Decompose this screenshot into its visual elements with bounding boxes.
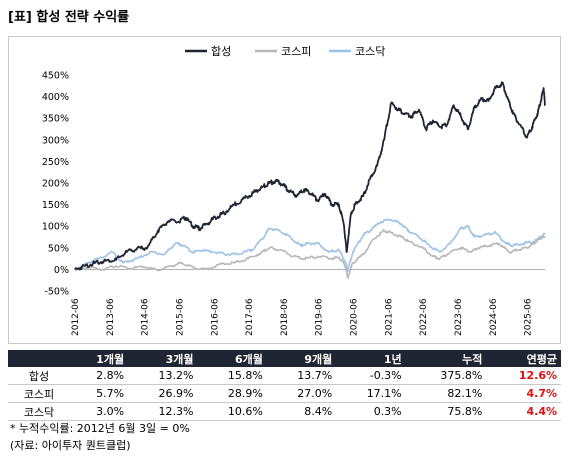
table-cell: 0.3% (336, 402, 406, 421)
x-tick-label: 2019-06 (315, 298, 325, 336)
x-tick-label: 2024-06 (489, 298, 499, 336)
x-tick-label: 2017-06 (245, 298, 255, 336)
chart-legend: 합성 코스피 코스닥 (185, 45, 385, 58)
table-cell: 3.0% (70, 402, 129, 421)
row-label: 합성 (8, 367, 70, 385)
table-cell: 13.2% (128, 367, 198, 385)
x-tick-label: 2016-06 (210, 298, 220, 336)
table-cell: 13.7% (266, 367, 337, 385)
legend-label: 코스피 (281, 45, 311, 58)
y-tick-label: 50% (48, 243, 69, 254)
y-tick-label: 250% (42, 157, 69, 168)
table-cell: 5.7% (70, 384, 129, 403)
table-cell: 82.1% (405, 384, 487, 403)
table-cell: 10.6% (197, 402, 267, 421)
table-cell: 28.9% (197, 384, 267, 403)
x-tick-label: 2018-06 (280, 298, 290, 336)
column-header: 9개월 (266, 350, 337, 367)
chart-panel: 합성 코스피 코스닥 -50% 0% 50% 100% 150% 200% 250% 300% 35… (8, 36, 561, 344)
basis-note: * 누적수익률: 2012년 6월 3일 = 0% (10, 422, 190, 435)
x-axis: 2012-06 2013-06 2014-06 2015-06 2016-06 2017-… (71, 268, 545, 336)
table-cell: 12.3% (128, 402, 198, 421)
chart-title: [표] 합성 전략 수익률 (8, 10, 130, 25)
y-tick-label: 150% (42, 200, 69, 211)
cagr-cell: 4.7% (486, 384, 561, 403)
table-cell: 17.1% (336, 384, 406, 403)
series-line-kospi (74, 229, 546, 279)
y-tick-label: 350% (42, 114, 69, 125)
y-tick-label: 450% (42, 71, 69, 82)
column-header: 1년 (336, 350, 406, 367)
y-tick-label: 400% (42, 92, 69, 103)
table-cell: 15.8% (197, 367, 267, 385)
x-tick-label: 2021-06 (384, 298, 394, 336)
x-tick-label: 2013-06 (106, 298, 116, 336)
legend-label: 코스닥 (355, 45, 385, 58)
x-tick-label: 2022-06 (419, 298, 429, 336)
x-tick-label: 2025-06 (524, 298, 534, 336)
column-header: 누적 (405, 350, 487, 367)
column-header: 6개월 (197, 350, 267, 367)
table-cell: 27.0% (266, 384, 337, 403)
y-axis: -50% 0% 50% 100% 150% 200% 250% 300% 350% 400% 450… (42, 71, 69, 298)
source-note: (자료: 아이투자 퀀트클럽) (10, 439, 131, 452)
table-header-row: 1개월 3개월 6개월 9개월 1년 누적 연평균 (8, 350, 561, 367)
y-tick-label: -50% (44, 287, 69, 298)
table-row: 코스피 5.7% 26.9% 28.9% 27.0% 17.1% 82.1% 4.7% (8, 384, 561, 403)
table-cell: 375.8% (405, 367, 487, 385)
cagr-cell: 4.4% (486, 402, 561, 421)
series-lines (74, 81, 546, 279)
table-cell: -0.3% (336, 367, 406, 385)
x-tick-label: 2012-06 (71, 298, 81, 336)
table-cell: 26.9% (128, 384, 198, 403)
x-tick-label: 2015-06 (175, 298, 185, 336)
table-cell: 2.8% (70, 367, 129, 385)
line-chart: 합성 코스피 코스닥 -50% 0% 50% 100% 150% 200% 250% 300% 35… (42, 45, 546, 336)
series-line-kosdaq (74, 218, 546, 273)
performance-table: 1개월 3개월 6개월 9개월 1년 누적 연평균 합성 2.8% 13.2% 15.8% 13.7… (8, 350, 561, 421)
column-header: 3개월 (128, 350, 198, 367)
column-header: 1개월 (70, 350, 129, 367)
header-blank-cell (8, 350, 70, 367)
legend-label: 합성 (211, 45, 231, 58)
table-cell: 8.4% (266, 402, 337, 421)
y-tick-label: 100% (42, 222, 69, 233)
cagr-cell: 12.6% (486, 367, 561, 385)
row-label: 코스피 (8, 384, 70, 403)
x-tick-label: 2014-06 (141, 298, 151, 336)
column-header: 연평균 (486, 350, 561, 367)
row-label: 코스닥 (8, 402, 70, 421)
y-tick-label: 300% (42, 135, 69, 146)
series-line-composite (74, 81, 546, 271)
x-tick-label: 2020-06 (350, 298, 360, 336)
y-tick-label: 200% (42, 179, 69, 190)
table-cell: 75.8% (405, 402, 487, 421)
y-tick-label: 0% (54, 265, 69, 276)
x-tick-label: 2023-06 (454, 298, 464, 336)
table-row: 코스닥 3.0% 12.3% 10.6% 8.4% 0.3% 75.8% 4.4% (8, 402, 561, 421)
table-row: 합성 2.8% 13.2% 15.8% 13.7% -0.3% 375.8% 12.6% (8, 367, 561, 385)
